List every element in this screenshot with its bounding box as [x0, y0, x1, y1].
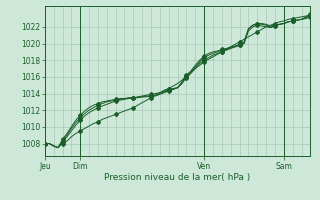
X-axis label: Pression niveau de la mer( hPa ): Pression niveau de la mer( hPa )	[104, 173, 251, 182]
